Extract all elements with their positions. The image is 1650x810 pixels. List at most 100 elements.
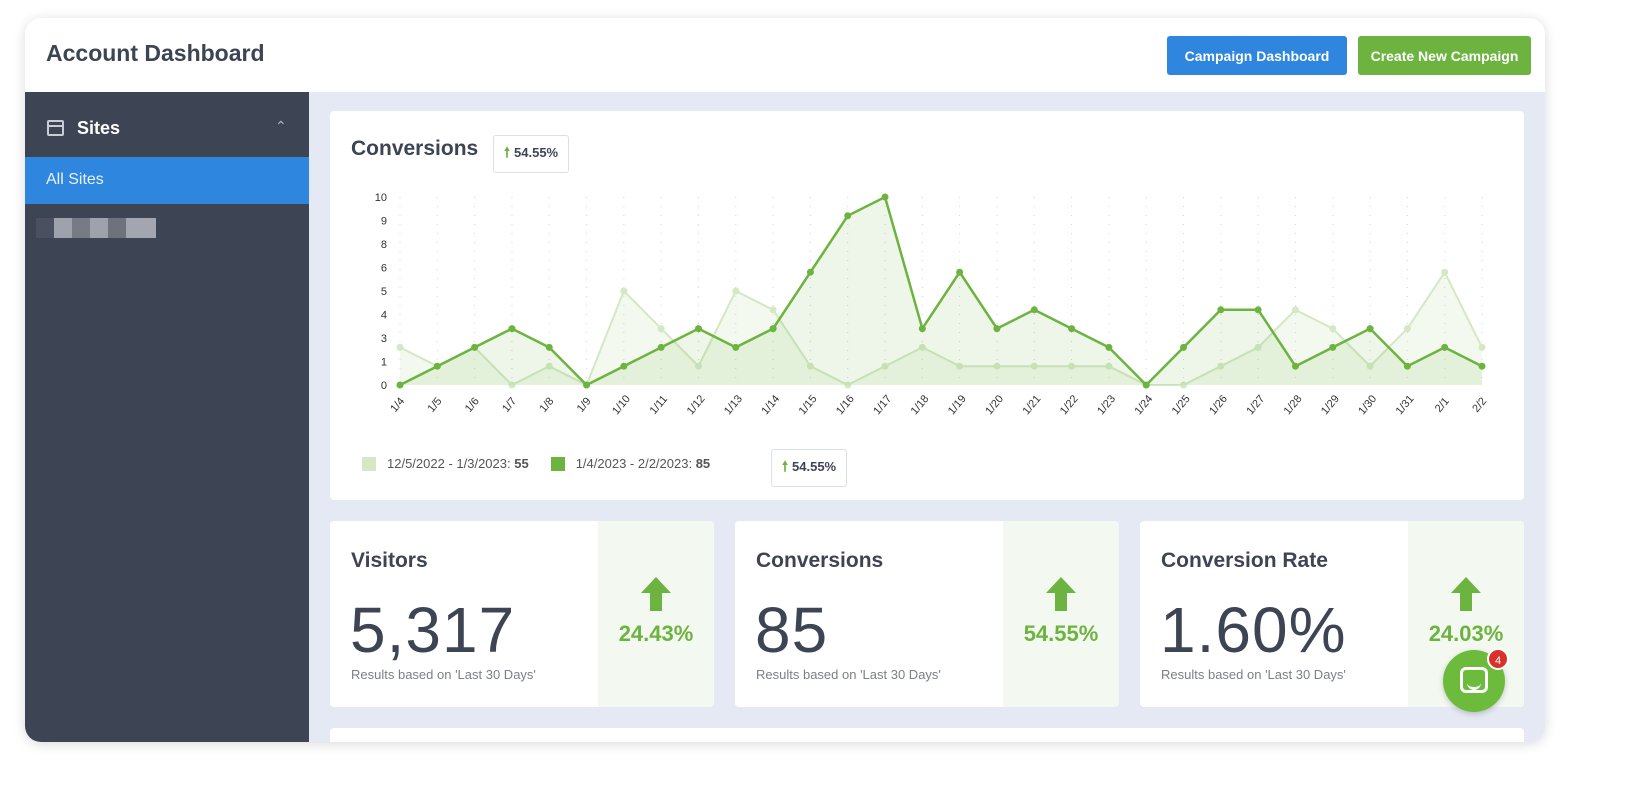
x-tick-label: 1/11 [648,393,670,416]
arrow-up-icon [1451,577,1481,611]
legend-total-current: 85 [695,456,711,471]
stat-card-conversions: Conversions 85 Results based on 'Last 30… [735,521,1119,707]
data-point [1441,268,1449,276]
data-point [1403,325,1411,333]
data-point [1291,306,1299,314]
legend-total-previous: 55 [514,456,529,471]
x-tick-label: 1/7 [500,395,519,414]
x-tick-label: 2/2 [1470,395,1489,414]
x-tick-label: 1/29 [1319,393,1342,417]
data-point [1254,343,1262,351]
legend-label-current: 1/4/2023 - 2/2/2023: [575,456,693,471]
sidebar-item-redacted-site[interactable] [36,218,156,238]
chevron-up-icon[interactable]: ⌃ [275,118,287,134]
chart-legend: 12/5/2022 - 1/3/2023: 55 1/4/2023 - 2/2/… [362,456,710,471]
sidebar-item-all-sites[interactable]: All Sites [25,157,309,204]
data-point [508,381,516,389]
stat-change: 24.03% [1428,621,1504,646]
data-point [545,362,553,370]
data-point [433,362,441,370]
data-point [1217,306,1225,314]
y-tick-label: 8 [381,239,387,251]
x-tick-label: 1/18 [909,393,932,417]
stat-change-panel: 24.43% [598,521,714,707]
data-point [881,193,889,201]
x-tick-label: 1/13 [722,393,745,417]
data-point [1478,343,1486,351]
unread-count-badge: 4 [1487,648,1509,670]
legend-change-value: 54.55% [792,459,837,474]
stat-title: Conversions [756,549,884,572]
x-tick-label: 1/23 [1095,393,1118,417]
x-tick-label: 1/6 [463,395,482,414]
data-point [844,381,852,389]
x-tick-label: 1/22 [1058,393,1081,417]
data-point [732,287,740,295]
data-point [1329,343,1337,351]
stat-value: 1.60% [1160,594,1347,666]
change-value: 54.55% [514,145,559,160]
conversions-chart: 1/4 1/5 1/6 1/7 1/8 1/9 1/10 1/11 1/12 1/13 1/14 1/… [375,192,1489,417]
stat-card-visitors: Visitors 5,317 Results based on 'Last 30… [330,521,714,707]
data-point [620,362,628,370]
chart-title: Conversions [351,137,479,160]
sidebar: Sites ⌃ All Sites [25,92,309,742]
x-tick-label: 1/14 [759,393,782,417]
arrow-up-icon: 🠕 [782,458,789,474]
legend-swatch-previous [362,456,376,471]
y-tick-label: 4 [381,310,387,322]
chat-launcher-button[interactable]: 4 [1443,648,1509,712]
data-point [657,343,665,351]
x-tick-label: 1/5 [425,395,444,414]
series-area [400,272,1482,385]
campaign-dashboard-button[interactable]: Campaign Dashboard [1167,36,1347,75]
data-point [508,325,516,333]
y-tick-label: 3 [381,333,387,345]
data-point [806,362,814,370]
data-point [1180,343,1188,351]
x-tick-label: 1/15 [797,393,820,417]
data-point [1105,343,1113,351]
stat-note: Results based on 'Last 30 Days' [1161,667,1346,682]
y-tick-label: 5 [381,286,387,298]
data-point [918,343,926,351]
data-point [694,362,702,370]
y-tick-label: 0 [381,380,387,392]
data-point [956,268,964,276]
x-tick-label: 1/28 [1282,393,1305,417]
create-new-campaign-button[interactable]: Create New Campaign [1358,36,1531,75]
legend-change-badge: 🠕 54.55% [771,449,848,487]
data-point [1441,343,1449,351]
x-tick-label: 2/1 [1433,395,1452,414]
data-point [471,343,479,351]
stat-title: Conversion Rate [1161,549,1328,572]
data-point [769,325,777,333]
sidebar-section-label: Sites [77,118,121,138]
y-tick-label: 10 [375,192,387,204]
data-point [1030,306,1038,314]
data-point [806,268,814,276]
y-tick-label: 1 [381,357,387,369]
data-point [1105,362,1113,370]
x-tick-label: 1/21 [1020,393,1043,417]
x-tick-label: 1/31 [1394,393,1417,417]
data-point [1366,362,1374,370]
data-point [1030,362,1038,370]
data-point [769,306,777,314]
series-line [399,195,1483,387]
x-tick-label: 1/16 [834,393,857,417]
x-tick-label: 1/10 [610,393,633,417]
data-point [993,325,1001,333]
x-tick-label: 1/17 [871,393,894,417]
next-card [330,728,1524,742]
legend-swatch-current [550,456,565,471]
data-point [1068,362,1076,370]
page-title: Account Dashboard [46,40,265,66]
data-point [1329,325,1337,333]
data-point [396,343,404,351]
y-tick-label: 9 [381,216,387,228]
sidebar-section-sites[interactable]: Sites ⌃ [25,104,309,154]
arrow-up-icon: 🠕 [504,144,511,160]
arrow-up-icon [641,577,671,611]
data-point [657,325,665,333]
